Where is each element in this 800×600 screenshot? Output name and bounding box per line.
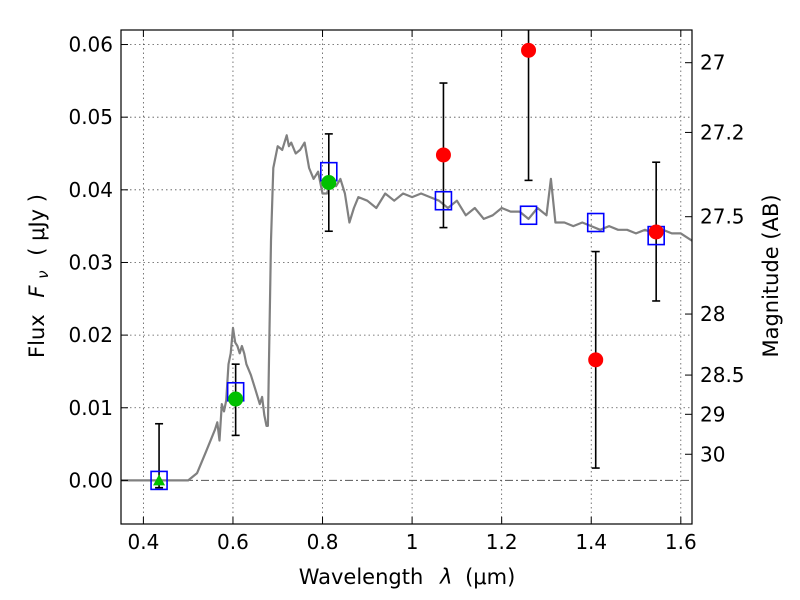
y-tick-label: 0.01 [68,396,113,420]
y-axis-title: Flux F ν ( μJy ) [25,194,53,358]
y-axis-title-text: Flux [25,314,49,358]
detection-point [321,175,337,191]
plot-area [121,30,692,491]
right-axis-title: Magnitude (AB) [759,194,783,357]
grid [121,30,692,524]
x-tick-label: 0.8 [307,530,339,554]
upper-limit-point [435,147,451,163]
right-tick-label: 27.2 [700,120,745,144]
x-tick-label: 0.4 [127,530,159,554]
y-tick-label: 0.02 [68,323,113,347]
x-axis-title: Wavelength λ (μm) [299,565,516,589]
y-axis-title-symbol: F [25,285,49,298]
x-tick-label: 1.2 [486,530,518,554]
upper-limit-point [588,352,604,368]
y-tick-label: 0.06 [68,33,113,57]
x-axis-title-symbol: λ [439,565,452,589]
right-tick-label: 28.5 [700,363,745,387]
right-tick-label: 29 [700,402,725,426]
right-tick-label: 30 [700,442,725,466]
synthetic-flux-marker [519,205,538,226]
right-tick-label: 27.5 [700,205,745,229]
y-tick-label: 0.03 [68,250,113,274]
y-tick-label: 0.00 [68,468,113,492]
x-tick-label: 0.6 [217,530,249,554]
x-axis-title-unit: (μm) [465,565,515,589]
y-tick-label: 0.04 [68,178,113,202]
upper-limit-point [648,224,664,240]
x-tick-label: 1.4 [575,530,607,554]
synthetic-flux-marker [150,470,168,491]
x-axis-title-text: Wavelength [299,565,424,589]
upper-limit-point [521,42,537,58]
model-spectrum-line [121,134,692,482]
right-tick-label: 27 [700,51,725,75]
y-axis-title-unit: ( μJy ) [25,194,49,256]
right-tick-label: 28 [700,302,725,326]
detection-triangle-marker [153,474,166,486]
axes-ticks: 0.4 0.6 0.8 1 1.2 1.4 1.6 0.00 0.01 0.02 0.03 0.04 0… [68,30,745,554]
x-tick-label: 1.6 [665,530,697,554]
synthetic-flux-marker [434,190,453,211]
y-tick-label: 0.05 [68,105,113,129]
series-group [121,30,692,491]
plot-frame [120,29,693,525]
y-axis-title-subscript: ν [34,270,52,278]
x-tick-label: 1 [406,530,419,554]
synthetic-flux-marker [586,212,605,233]
detection-point [228,391,244,407]
